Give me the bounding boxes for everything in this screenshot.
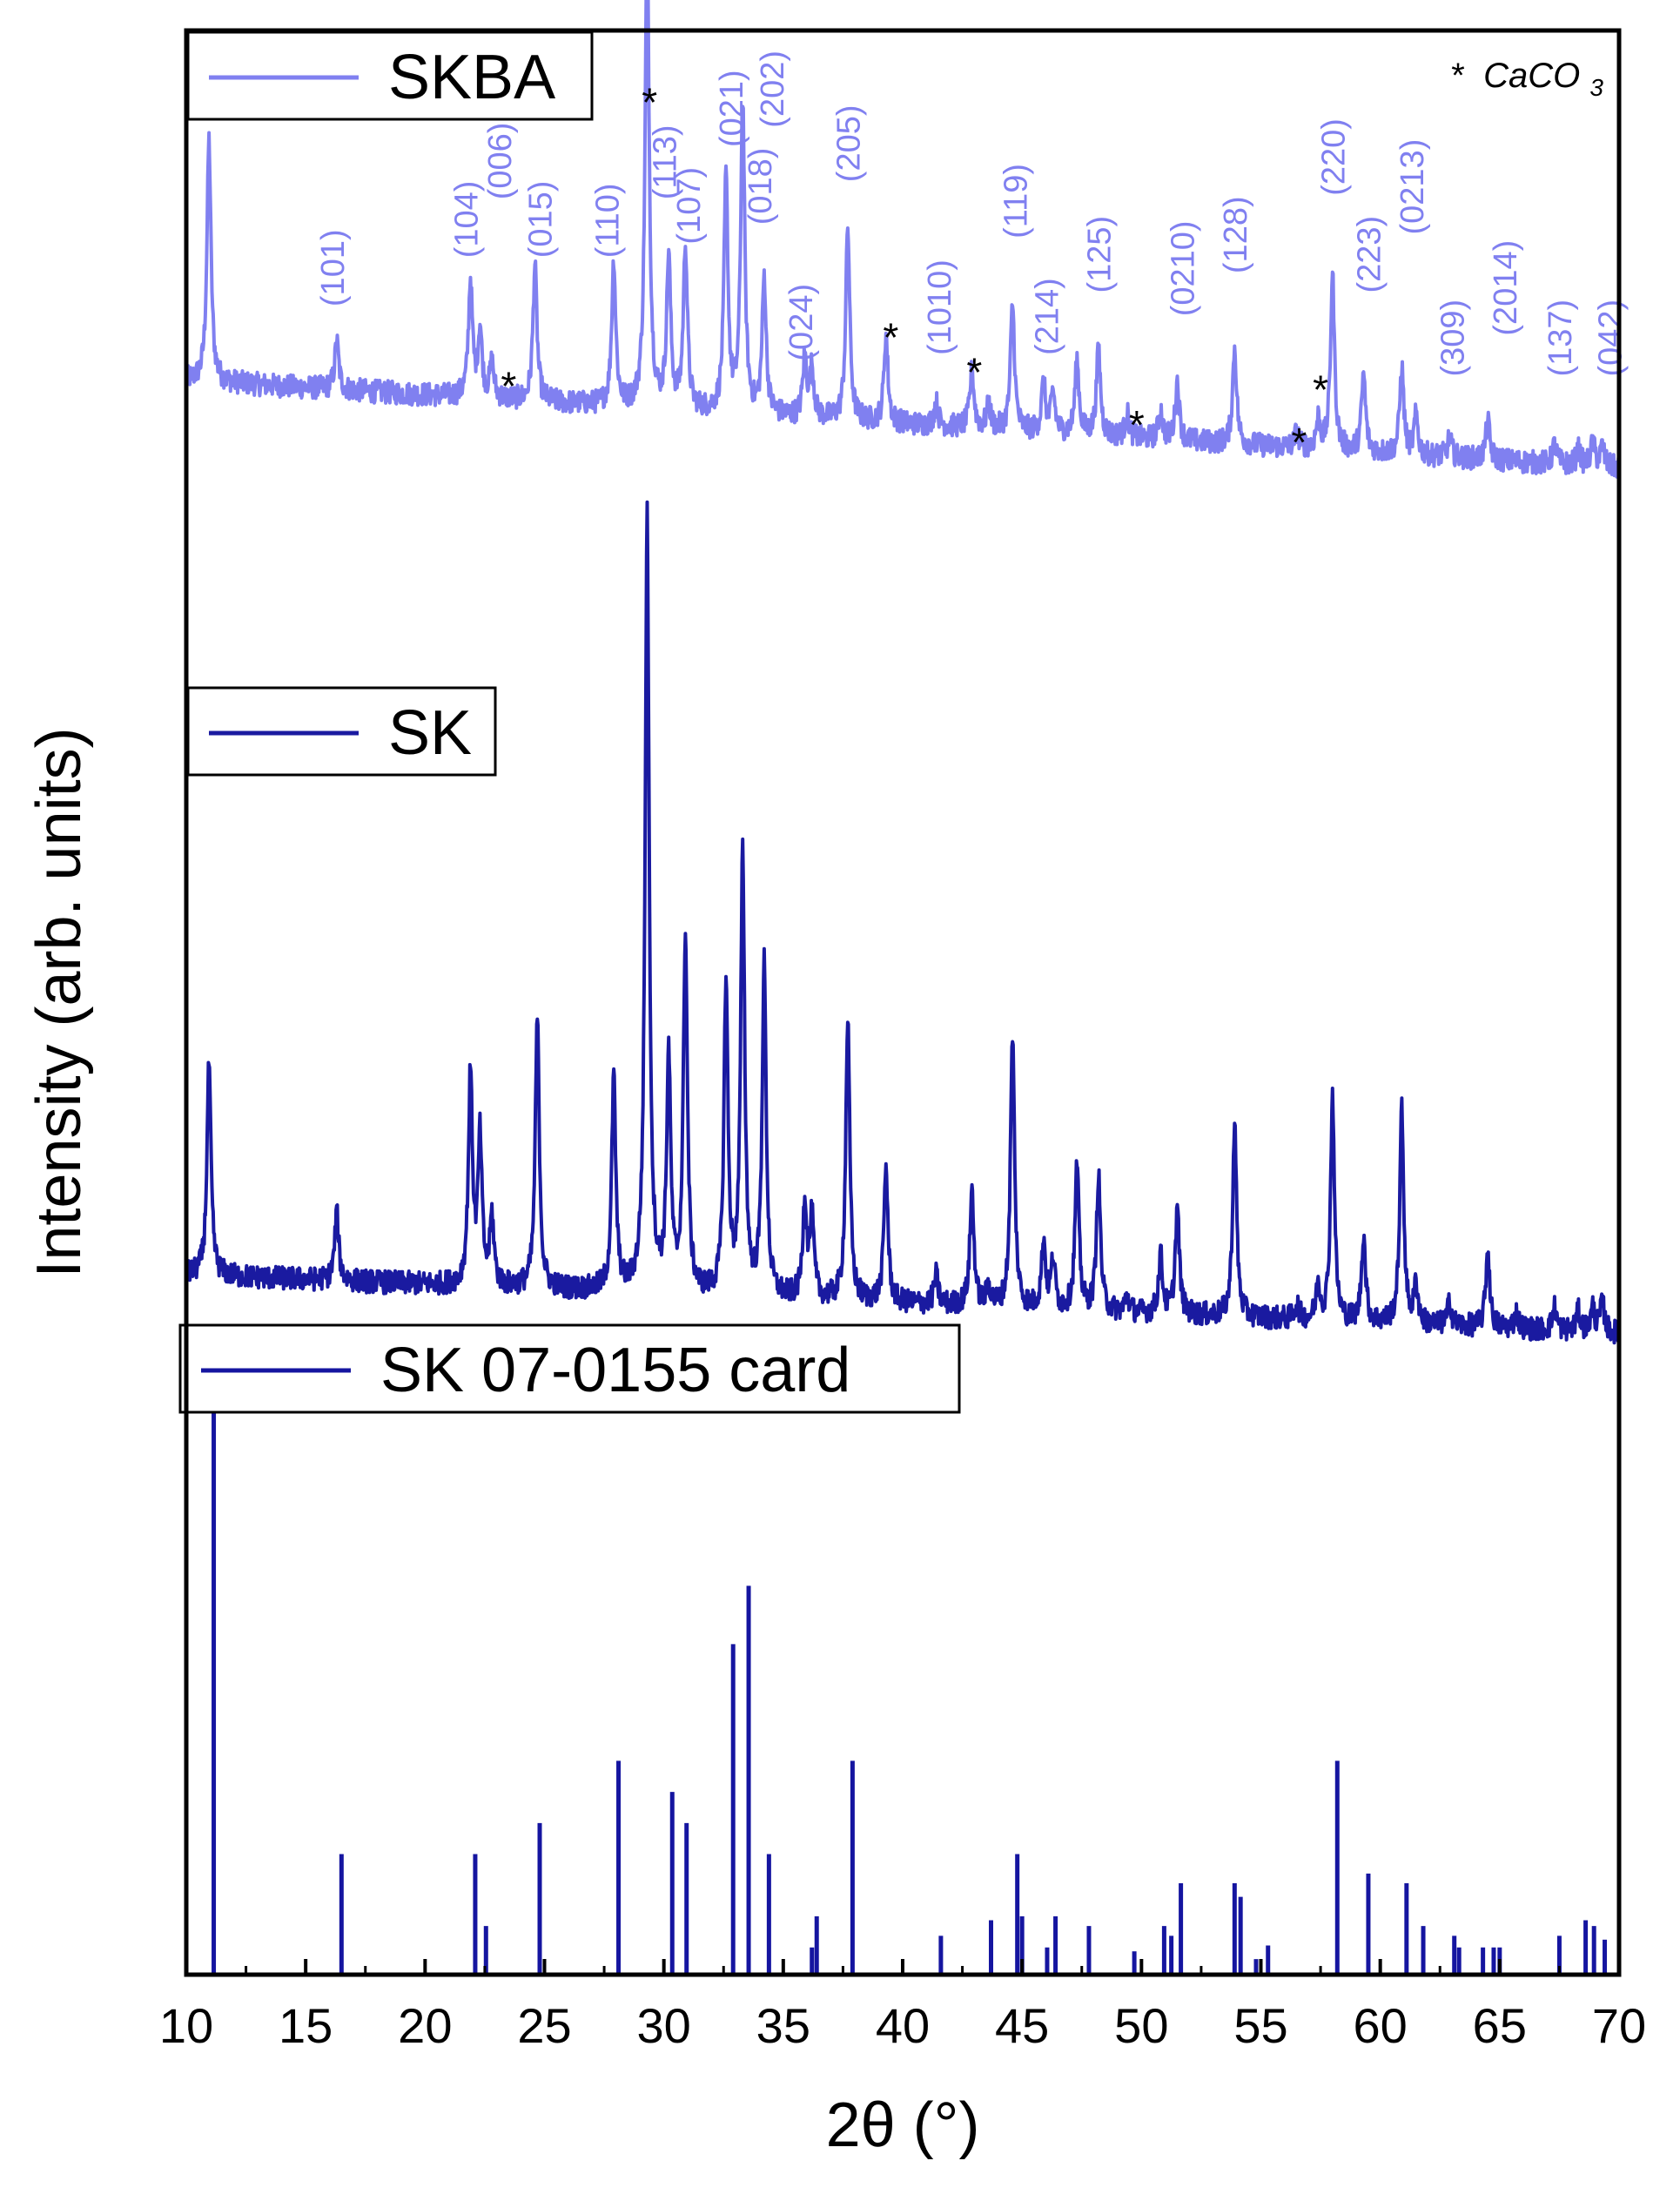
series-line-sk (185, 500, 1621, 1345)
x-tick-label-40: 40 (876, 1998, 930, 2053)
caco3-marker-1: * (642, 79, 657, 125)
hkl-label-14: (119) (998, 164, 1035, 239)
x-tick-label-20: 20 (398, 1998, 452, 2053)
hkl-label-4: (015) (523, 181, 560, 259)
x-tick-label-65: 65 (1473, 1998, 1527, 2053)
x-tick-label-15: 15 (279, 1998, 333, 2053)
x-axis: 10 15 20 25 30 35 40 45 50 55 60 65 70 (159, 1959, 1646, 2053)
x-tick-label-45: 45 (995, 1998, 1049, 2053)
hkl-label-23: (2014) (1488, 240, 1524, 336)
y-axis-title: Intensity (arb. units) (24, 727, 94, 1277)
note-subscript: 3 (1589, 74, 1603, 101)
x-tick-label-30: 30 (637, 1998, 691, 2053)
hkl-label-2: (104) (449, 181, 486, 259)
caco3-marker-2: * (883, 314, 898, 360)
hkl-label-19: (220) (1316, 118, 1353, 196)
hkl-label-20: (223) (1352, 216, 1388, 293)
x-tick-label-35: 35 (756, 1998, 810, 2053)
legend-label-0: SKBA (388, 43, 555, 112)
hkl-label-9: (202) (755, 50, 791, 128)
x-tick-label-60: 60 (1354, 1998, 1408, 2053)
hkl-label-13: (1010) (922, 259, 958, 355)
hkl-label-7: (107) (671, 167, 708, 245)
hkl-label-22: (309) (1435, 300, 1472, 377)
hkl-label-24: (137) (1542, 300, 1579, 377)
hkl-label-3: (006) (482, 123, 519, 200)
x-tick-label-50: 50 (1114, 1998, 1168, 2053)
hkl-label-15: (214) (1029, 278, 1065, 355)
hkl-label-8: (021) (714, 70, 750, 147)
hkl-label-10: (018) (743, 148, 779, 226)
caco3-marker-4: * (1129, 402, 1145, 448)
hkl-label-18: (128) (1218, 196, 1254, 273)
hkl-label-5: (110) (590, 183, 627, 258)
note-formula: CaCO (1483, 57, 1580, 95)
caco3-note: * CaCO 3 (1449, 57, 1603, 101)
caco3-marker-6: * (1313, 367, 1328, 413)
peak-annotations: (003)(101)(104)(006)(015)(110)(113)(107)… (189, 41, 1630, 465)
x-tick-label-70: 70 (1592, 1998, 1646, 2053)
hkl-label-1: (101) (315, 229, 352, 306)
x-tick-label-55: 55 (1233, 1998, 1287, 2053)
x-tick-label-10: 10 (159, 1998, 213, 2053)
hkl-label-16: (125) (1082, 216, 1119, 293)
plot-area (185, 0, 1621, 1975)
hkl-label-11: (024) (783, 284, 820, 361)
hkl-label-25: (042) (1593, 300, 1630, 377)
x-tick-label-25: 25 (517, 1998, 571, 2053)
note-star: * (1449, 57, 1464, 95)
x-axis-title: 2θ (°) (826, 2090, 980, 2160)
caco3-marker-0: * (501, 363, 516, 408)
series-line-skba (185, 0, 1621, 479)
plot-frame (184, 28, 1622, 1977)
hkl-label-12: (205) (831, 104, 868, 182)
hkl-label-6: (113) (647, 125, 683, 199)
legend-label-1: SK (388, 698, 472, 768)
hkl-label-17: (0210) (1166, 220, 1202, 316)
legends: SKBA SK SK 07-0155 card (178, 30, 961, 1414)
caco3-marker-3: * (966, 350, 982, 395)
hkl-label-21: (0213) (1394, 139, 1431, 235)
legend-label-2: SK 07-0155 card (380, 1336, 850, 1405)
caco3-marker-5: * (1291, 420, 1307, 465)
